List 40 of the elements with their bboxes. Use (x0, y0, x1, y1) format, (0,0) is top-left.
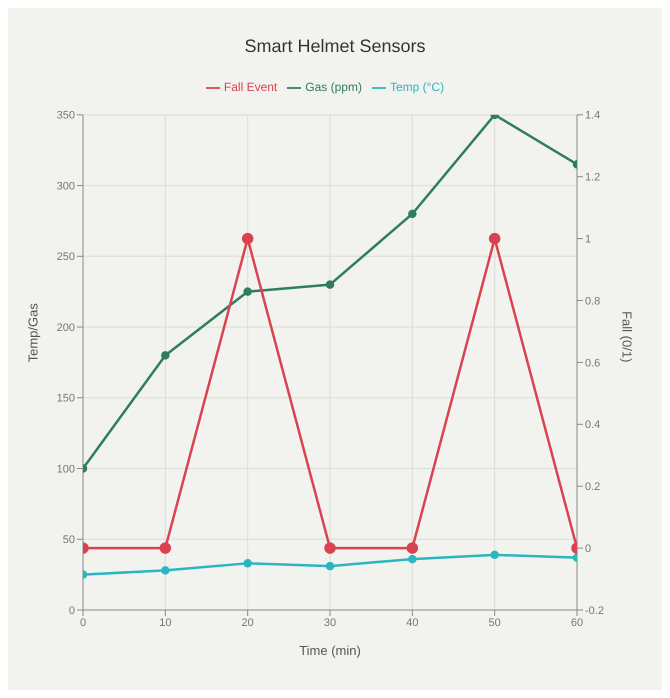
y2-tick-label: 0.8 (585, 295, 600, 308)
x-tick-label: 30 (324, 616, 336, 629)
point (243, 559, 252, 568)
y-tick-label: 350 (56, 110, 75, 122)
y-tick-label: 250 (56, 251, 75, 264)
x-tick-label: 0 (80, 616, 86, 629)
y-tick-label: 150 (56, 392, 75, 405)
y-tick-label: 100 (56, 463, 75, 476)
y2-axis-title: Fall (0/1) (619, 311, 634, 362)
y2-tick-label: 1.2 (585, 172, 600, 184)
legend-label: Temp (°C) (390, 80, 444, 94)
x-tick-label: 20 (242, 616, 254, 629)
point (408, 554, 417, 564)
legend-label: Fall Event (224, 80, 278, 94)
x-tick-label: 50 (488, 616, 501, 629)
chart-title: Smart Helmet Sensors (243, 35, 427, 58)
y2-tick-label: 0.6 (585, 357, 600, 370)
point (326, 280, 334, 289)
y2-tick-label: 1 (585, 234, 592, 246)
y2-tick-label: 0 (585, 543, 592, 556)
x-tick-label: 60 (570, 616, 584, 629)
y-tick-label: 200 (56, 322, 75, 334)
y2-tick-label: 0.4 (585, 419, 600, 432)
y-tick-label: 50 (62, 534, 75, 546)
point (490, 550, 499, 560)
point (243, 287, 252, 296)
y2-tick-label: 0.2 (585, 481, 600, 494)
y-axis-title: Temp/Gas (26, 302, 41, 362)
x-tick-label: 40 (406, 616, 418, 629)
point (408, 210, 417, 218)
legend-label: Gas (ppm) (305, 80, 362, 94)
x-tick-label: 10 (159, 616, 172, 629)
point (326, 562, 334, 570)
point (161, 566, 170, 575)
point (161, 351, 170, 360)
y-tick-label: 0 (68, 604, 75, 617)
y2-tick-label: 1.4 (585, 110, 600, 122)
y2-tick-label: -0.2 (585, 604, 604, 617)
x-axis-title: Time (min) (299, 643, 361, 658)
y-tick-label: 300 (56, 180, 75, 192)
